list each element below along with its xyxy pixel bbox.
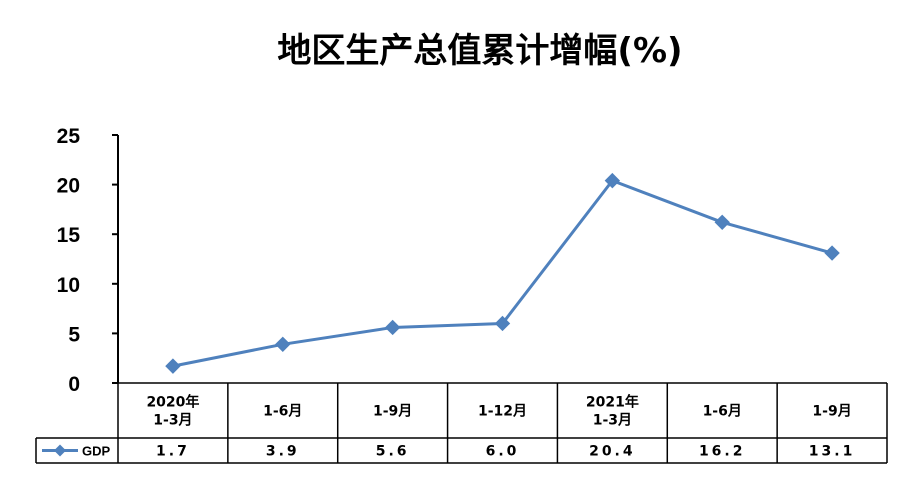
y-tick-label: 5	[68, 323, 80, 346]
data-point-marker	[494, 315, 511, 332]
y-tick-label: 15	[57, 224, 81, 247]
series-gdp	[165, 172, 840, 374]
data-value-label: 5.6	[376, 444, 410, 460]
data-point-marker	[824, 245, 840, 261]
category-label: 1-3月	[593, 413, 632, 429]
category-label: 2020年	[146, 394, 199, 411]
data-value-label: 3.9	[266, 444, 300, 460]
legend: GDP	[42, 444, 111, 459]
series-line-gdp	[172, 179, 833, 368]
category-label: 1-6月	[703, 404, 742, 420]
data-point-marker	[275, 336, 291, 353]
category-label: 1-6月	[263, 404, 302, 420]
data-value-label: 6.0	[486, 444, 520, 460]
data-table: 2020年 1-3月 1.7 1-6月 3.9 1-9月 5.6 1-12月 6.0 2021年 1…	[35, 382, 888, 464]
axes: 0 5 10 15 20 25	[57, 125, 119, 396]
chart-title: 地区生产总值累计增幅(%)	[277, 31, 682, 71]
legend-label: GDP	[82, 444, 111, 459]
data-value-label: 20.4	[589, 444, 636, 460]
y-tick-label: 20	[57, 175, 80, 198]
y-tick-label: 0	[68, 373, 80, 396]
data-point-marker	[384, 319, 401, 336]
data-value-label: 16.2	[699, 444, 746, 460]
category-label: 1-12月	[478, 404, 527, 420]
category-label: 1-3月	[153, 413, 192, 429]
data-point-marker	[165, 358, 181, 374]
y-tick-label: 25	[57, 125, 81, 148]
data-value-label: 13.1	[809, 444, 856, 460]
category-label: 1-9月	[812, 404, 851, 420]
data-point-marker	[714, 214, 730, 231]
data-value-label: 1.7	[156, 444, 190, 460]
category-label: 2021年	[586, 394, 639, 411]
legend-marker	[54, 444, 66, 457]
data-point-marker	[604, 172, 621, 189]
category-label: 1-9月	[373, 404, 412, 420]
y-tick-label: 10	[57, 274, 80, 297]
